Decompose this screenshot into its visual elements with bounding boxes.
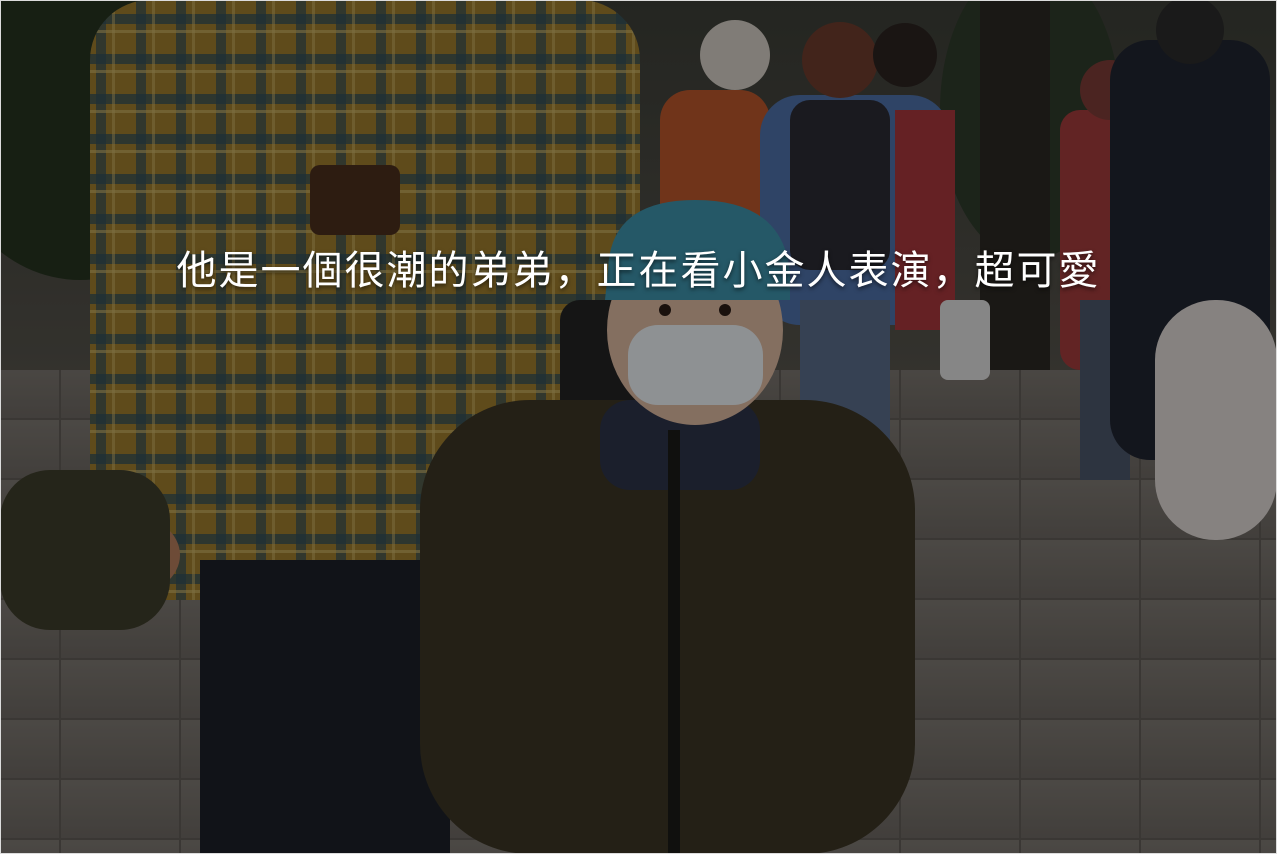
photo-caption: 他是一個很潮的弟弟，正在看小金人表演，超可愛 <box>176 248 1101 294</box>
